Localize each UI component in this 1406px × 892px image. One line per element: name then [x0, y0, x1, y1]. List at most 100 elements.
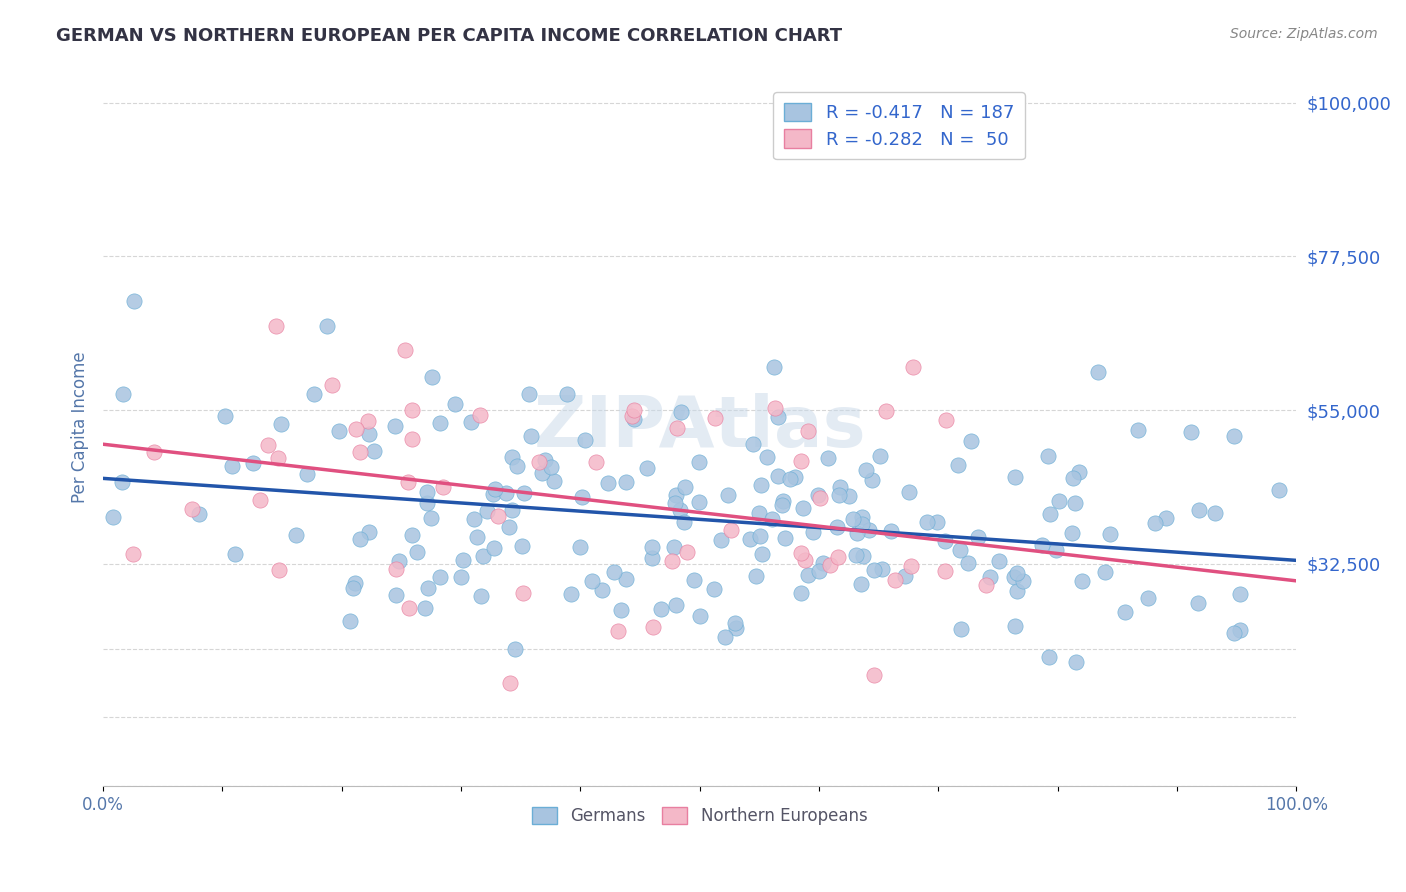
Germans: [641, 540, 664, 554]
Northern Europeans: [704, 411, 727, 425]
Germans: [749, 478, 772, 492]
Germans: [495, 486, 517, 500]
Germans: [1064, 655, 1087, 669]
Northern Europeans: [499, 676, 522, 690]
Germans: [748, 506, 770, 520]
Germans: [1154, 511, 1177, 525]
Germans: [852, 549, 875, 564]
Northern Europeans: [935, 413, 957, 427]
Germans: [828, 480, 851, 494]
Germans: [669, 503, 692, 517]
Germans: [1094, 565, 1116, 579]
Germans: [849, 576, 872, 591]
Germans: [957, 556, 980, 570]
Germans: [540, 460, 562, 475]
Germans: [388, 554, 411, 568]
Germans: [339, 614, 361, 628]
Northern Europeans: [585, 454, 607, 468]
Germans: [510, 539, 533, 553]
Northern Europeans: [349, 445, 371, 459]
Germans: [520, 429, 543, 443]
Germans: [111, 475, 134, 490]
Germans: [328, 424, 350, 438]
Germans: [343, 576, 366, 591]
Germans: [745, 569, 768, 583]
Germans: [471, 549, 494, 563]
Germans: [725, 621, 748, 635]
Germans: [591, 582, 613, 597]
Northern Europeans: [900, 559, 922, 574]
Northern Europeans: [121, 547, 143, 561]
Germans: [513, 486, 536, 500]
Germans: [187, 507, 209, 521]
Germans: [405, 545, 427, 559]
Germans: [650, 602, 672, 616]
Germans: [498, 520, 520, 534]
Germans: [543, 475, 565, 489]
Germans: [470, 589, 492, 603]
Germans: [1005, 583, 1028, 598]
Northern Europeans: [396, 475, 419, 490]
Germans: [960, 434, 983, 448]
Germans: [1062, 471, 1084, 485]
Germans: [1004, 619, 1026, 633]
Germans: [825, 520, 848, 534]
Germans: [530, 466, 553, 480]
Germans: [122, 293, 145, 308]
Northern Europeans: [974, 578, 997, 592]
Germans: [773, 531, 796, 545]
Germans: [742, 437, 765, 451]
Germans: [763, 360, 786, 375]
Germans: [501, 503, 523, 517]
Germans: [444, 397, 467, 411]
Northern Europeans: [432, 480, 454, 494]
Northern Europeans: [790, 454, 813, 468]
Germans: [662, 541, 685, 555]
Germans: [1005, 566, 1028, 580]
Northern Europeans: [398, 601, 420, 615]
Germans: [623, 411, 645, 425]
Germans: [1188, 503, 1211, 517]
Germans: [401, 528, 423, 542]
Germans: [665, 598, 688, 612]
Germans: [482, 486, 505, 500]
Germans: [581, 574, 603, 588]
Germans: [415, 485, 437, 500]
Germans: [463, 511, 485, 525]
Northern Europeans: [623, 402, 645, 417]
Germans: [316, 319, 339, 334]
Germans: [748, 529, 770, 543]
Germans: [111, 387, 134, 401]
Germans: [214, 409, 236, 424]
Northern Europeans: [468, 408, 491, 422]
Northern Europeans: [934, 564, 956, 578]
Germans: [363, 444, 385, 458]
Northern Europeans: [763, 401, 786, 415]
Germans: [503, 641, 526, 656]
Germans: [946, 458, 969, 472]
Germans: [845, 525, 868, 540]
Germans: [1038, 507, 1060, 521]
Germans: [574, 433, 596, 447]
Germans: [641, 550, 664, 565]
Germans: [1137, 591, 1160, 606]
Germans: [803, 525, 825, 540]
Germans: [813, 556, 835, 570]
Northern Europeans: [641, 620, 664, 634]
Northern Europeans: [818, 558, 841, 572]
Germans: [797, 567, 820, 582]
Northern Europeans: [401, 432, 423, 446]
Germans: [475, 504, 498, 518]
Germans: [101, 510, 124, 524]
Germans: [1143, 516, 1166, 531]
Germans: [384, 588, 406, 602]
Germans: [1012, 574, 1035, 588]
Germans: [851, 516, 873, 531]
Germans: [664, 495, 686, 509]
Germans: [1204, 507, 1226, 521]
Germans: [842, 511, 865, 525]
Germans: [703, 582, 725, 596]
Northern Europeans: [321, 377, 343, 392]
Northern Europeans: [357, 414, 380, 428]
Northern Europeans: [665, 421, 688, 435]
